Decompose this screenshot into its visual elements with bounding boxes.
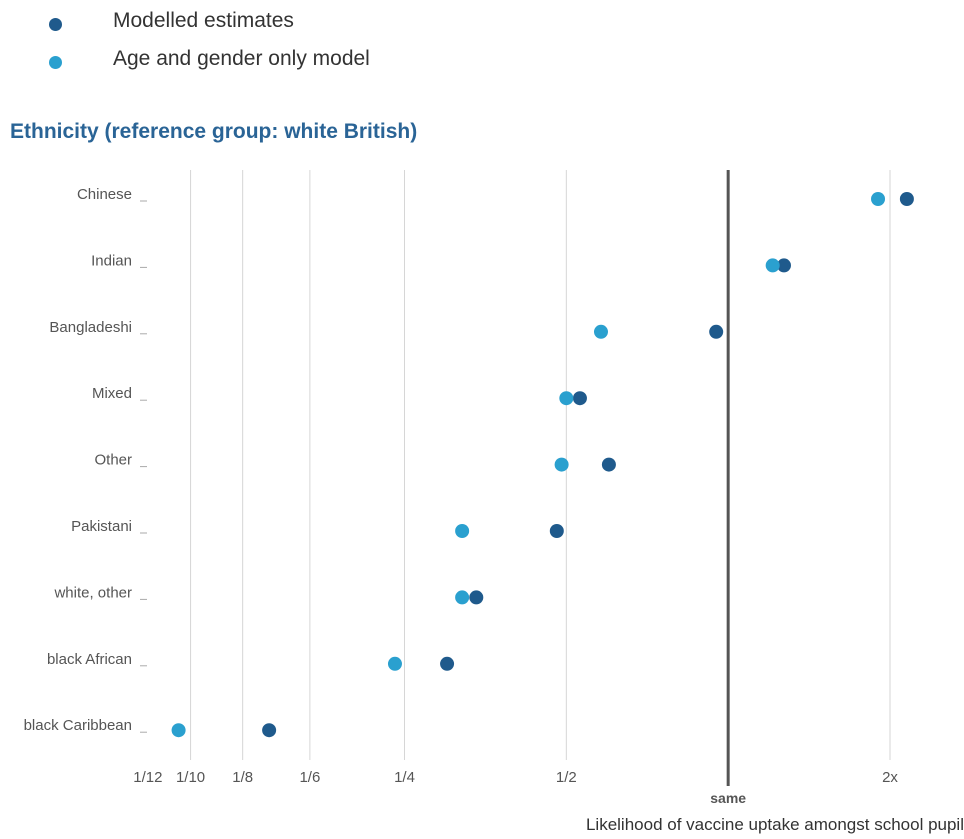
category-label: Chinese: [77, 186, 132, 203]
reference-line-label: same: [710, 790, 746, 806]
x-axis-title: Likelihood of vaccine uptake amongst sch…: [585, 815, 964, 834]
modelled-estimate-dot: [549, 524, 564, 538]
legend-label-age-gender: Age and gender only model: [113, 47, 370, 70]
category-label: Other: [94, 452, 132, 469]
age-gender-model-dot: [455, 524, 470, 538]
x-tick-label: 2x: [882, 769, 898, 786]
age-gender-model-dot: [593, 324, 608, 339]
category-label: Bangladeshi: [49, 319, 132, 336]
age-gender-model-dot: [387, 656, 402, 671]
legend-marker-age-gender: [49, 56, 62, 69]
modelled-estimate-dot: [440, 656, 455, 671]
modelled-estimate-dot: [572, 391, 587, 406]
modelled-estimate-dot: [262, 723, 277, 738]
legend-label-modelled: Modelled estimates: [113, 9, 294, 32]
age-gender-model-dot: [559, 391, 574, 406]
age-gender-model-dot: [871, 192, 886, 206]
category-label: black Caribbean: [24, 717, 132, 734]
category-label: Indian: [91, 252, 132, 269]
x-tick-label: 1/6: [299, 769, 320, 786]
category-label: black African: [47, 651, 132, 668]
age-gender-model-dot: [554, 457, 569, 472]
x-tick-label: 1/12: [133, 769, 162, 786]
age-gender-model-dot: [171, 723, 186, 738]
category-label: Mixed: [92, 385, 132, 402]
age-gender-model-dot: [455, 590, 470, 605]
age-gender-model-dot: [765, 258, 780, 273]
legend-marker-modelled: [49, 18, 62, 31]
x-tick-label: 1/4: [394, 769, 415, 786]
category-label: Pakistani: [71, 518, 132, 535]
modelled-estimate-dot: [601, 457, 616, 472]
dot-plot: 1/121/101/81/61/41/22x3xsameChineseIndia…: [24, 170, 914, 806]
modelled-estimate-dot: [709, 324, 724, 339]
x-tick-label: 1/10: [176, 769, 205, 786]
x-tick-label: 1/8: [232, 769, 253, 786]
category-label: white, other: [53, 584, 132, 601]
chart-title: Ethnicity (reference group: white Britis…: [10, 120, 418, 143]
x-tick-label: 1/2: [556, 769, 577, 786]
modelled-estimate-dot: [776, 258, 791, 273]
modelled-estimate-dot: [899, 192, 914, 206]
modelled-estimate-dot: [469, 590, 484, 605]
